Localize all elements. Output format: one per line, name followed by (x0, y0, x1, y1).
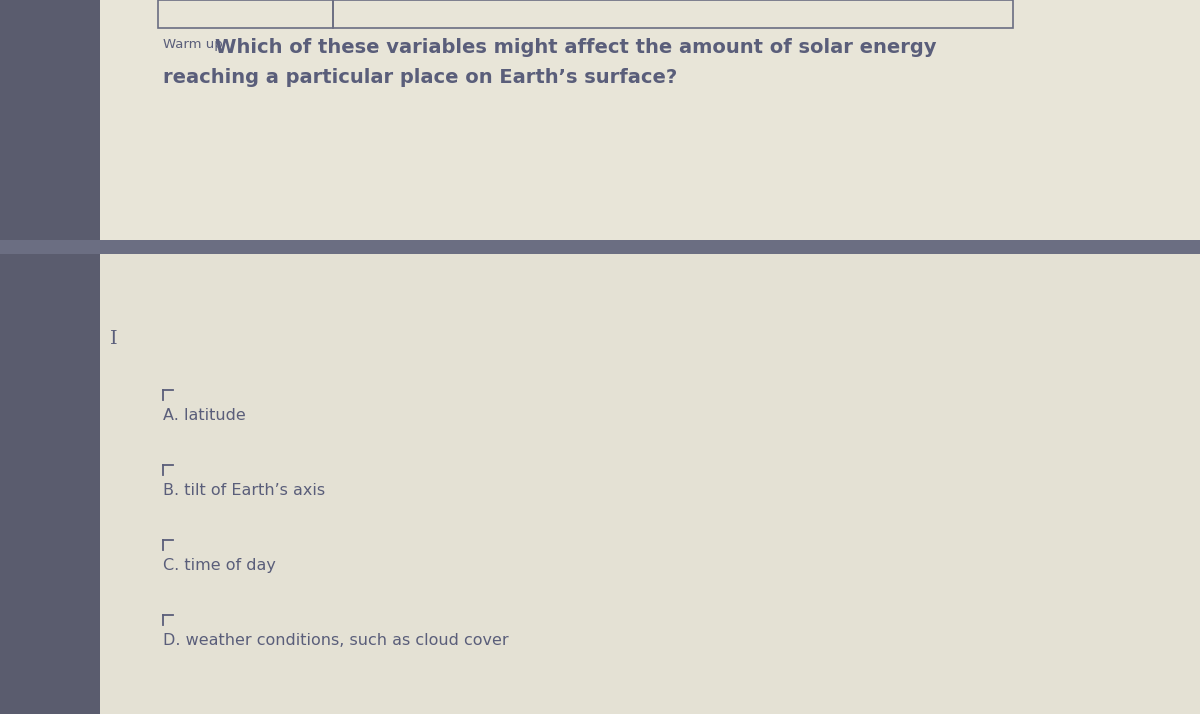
Text: I: I (110, 330, 118, 348)
Text: Warm up: Warm up (163, 38, 227, 51)
Bar (334, 0, 1013, 28)
Bar (100, 254, 1200, 714)
Text: D. weather conditions, such as cloud cover: D. weather conditions, such as cloud cov… (163, 633, 509, 648)
Text: B. tilt of Earth’s axis: B. tilt of Earth’s axis (163, 483, 325, 498)
Text: A. latitude: A. latitude (163, 408, 246, 423)
Text: reaching a particular place on Earth’s surface?: reaching a particular place on Earth’s s… (163, 68, 677, 87)
Text: Which of these variables might affect the amount of solar energy: Which of these variables might affect th… (215, 38, 936, 57)
Bar (0, 240, 1200, 254)
Bar (0, 0, 100, 714)
Text: C. time of day: C. time of day (163, 558, 276, 573)
Bar (100, 0, 1200, 240)
Bar (158, 0, 334, 28)
